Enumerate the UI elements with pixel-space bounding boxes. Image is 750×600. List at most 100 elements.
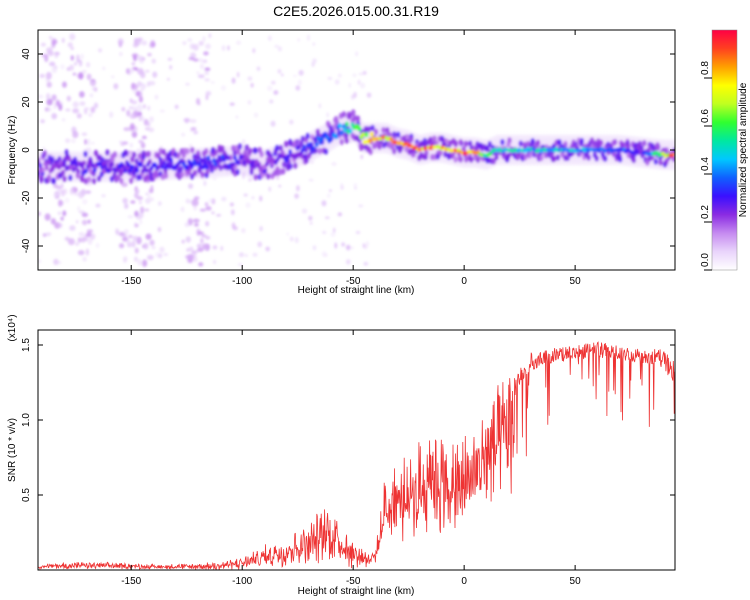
heatmap-cell: [268, 186, 272, 192]
heatmap-cell: [128, 69, 135, 74]
heatmap-cell: [360, 143, 365, 150]
colorbar-ticks: 0.0 0.2 0.4 0.6 0.8: [700, 61, 712, 271]
heatmap-cell: [118, 243, 125, 249]
heatmap-cell: [278, 144, 284, 152]
heatmap-cell: [469, 156, 474, 163]
heatmap-cell: [288, 162, 293, 170]
heatmap-cell: [527, 152, 532, 159]
heatmap-cell: [363, 125, 368, 133]
heatmap-cell: [362, 71, 367, 75]
heatmap-cell: [119, 177, 124, 185]
heatmap-cell: [54, 51, 60, 56]
heatmap-cell: [38, 94, 44, 99]
heatmap-cell: [93, 102, 99, 109]
heatmap-cell: [252, 252, 258, 257]
heatmap-cell: [70, 138, 76, 144]
heatmap-cell: [181, 239, 185, 244]
heatmap-cell: [592, 140, 597, 147]
heatmap-cell: [351, 109, 356, 116]
heatmap-cell: [210, 81, 215, 84]
heatmap-cell: [70, 46, 75, 50]
heatmap-cell: [132, 235, 138, 241]
heatmap-cell: [151, 58, 156, 64]
heatmap-cell: [360, 154, 364, 160]
heatmap-cell: [297, 144, 301, 150]
heatmap-cell: [653, 158, 659, 165]
heatmap-cell: [137, 259, 142, 266]
heatmap-cell: [199, 208, 206, 212]
heatmap-cell: [192, 169, 198, 177]
heatmap-cell: [82, 256, 87, 262]
heatmap-cell: [81, 69, 87, 74]
heatmap-cell: [204, 148, 209, 155]
heatmap-cell: [409, 136, 414, 143]
heatmap-cell: [139, 206, 145, 214]
heatmap-cell: [353, 183, 358, 187]
heatmap-cell: [66, 155, 72, 162]
spectrogram-panel: -150 -100 -50 0 50 -40 -20 0 20 40 Height of str…: [7, 29, 676, 296]
heatmap-cell: [143, 104, 146, 109]
heatmap-cell: [586, 154, 591, 161]
heatmap-cell: [211, 211, 215, 215]
heatmap-cell: [163, 172, 169, 179]
heatmap-cell: [617, 156, 623, 163]
heatmap-cell: [129, 113, 136, 120]
heatmap-cell: [134, 210, 139, 217]
heatmap-cell: [89, 93, 94, 98]
heatmap-cell: [205, 220, 210, 227]
heatmap-cell: [154, 94, 159, 100]
heatmap-cell: [65, 138, 71, 144]
heatmap-cell: [257, 241, 263, 248]
heatmap-cell: [280, 73, 284, 77]
heatmap-cell: [123, 168, 127, 174]
heatmap-cell: [38, 211, 42, 217]
heatmap-cell: [345, 121, 349, 127]
heatmap-cell: [221, 196, 227, 202]
heatmap-cell: [227, 45, 230, 51]
heatmap-cell: [85, 61, 91, 68]
heatmap-cell: [188, 246, 194, 252]
heatmap-cell: [404, 133, 410, 141]
heatmap-cell: [144, 127, 150, 131]
heatmap-cell: [286, 153, 291, 160]
heatmap-cell: [185, 148, 190, 155]
heatmap-cell: [253, 112, 259, 118]
heatmap-cell: [45, 71, 52, 80]
heatmap-cell: [293, 162, 298, 169]
snr-x-tick-label: -100: [232, 576, 252, 587]
heatmap-cell: [154, 171, 160, 179]
heatmap-cell: [72, 72, 77, 76]
heatmap-cell: [309, 221, 313, 225]
heatmap-cell: [146, 254, 154, 261]
heatmap-cell: [51, 39, 58, 45]
heatmap-cell: [205, 168, 210, 175]
heatmap-cell: [334, 242, 338, 249]
heatmap-cell: [123, 229, 129, 235]
heatmap-cell: [88, 113, 93, 117]
snr-line-layer: [38, 341, 675, 570]
heatmap-cell: [83, 150, 88, 158]
heatmap-cell: [123, 203, 129, 209]
heatmap-cell: [626, 143, 631, 150]
heatmap-cell: [145, 197, 151, 204]
heatmap-cell: [50, 218, 57, 225]
heatmap-cell: [143, 119, 149, 126]
snr-x-axis: -150 -100 -50 0 50: [121, 330, 581, 587]
heatmap-cell: [78, 210, 86, 214]
heatmap-cell: [612, 138, 618, 146]
heatmap-cell: [60, 182, 64, 189]
heatmap-cell: [119, 51, 123, 57]
heatmap-cell: [206, 155, 211, 161]
heatmap-cell: [46, 98, 53, 106]
heatmap-cell: [50, 177, 56, 184]
heatmap-cell: [339, 138, 344, 146]
heatmap-cell: [95, 242, 100, 249]
heatmap-cell: [60, 63, 65, 70]
heatmap-cell: [167, 164, 172, 170]
heatmap-cell: [49, 36, 52, 40]
colorbar-bar: [711, 29, 738, 271]
heatmap-cell: [147, 52, 152, 57]
heatmap-cell: [204, 164, 209, 170]
heatmap-cell: [333, 116, 338, 124]
